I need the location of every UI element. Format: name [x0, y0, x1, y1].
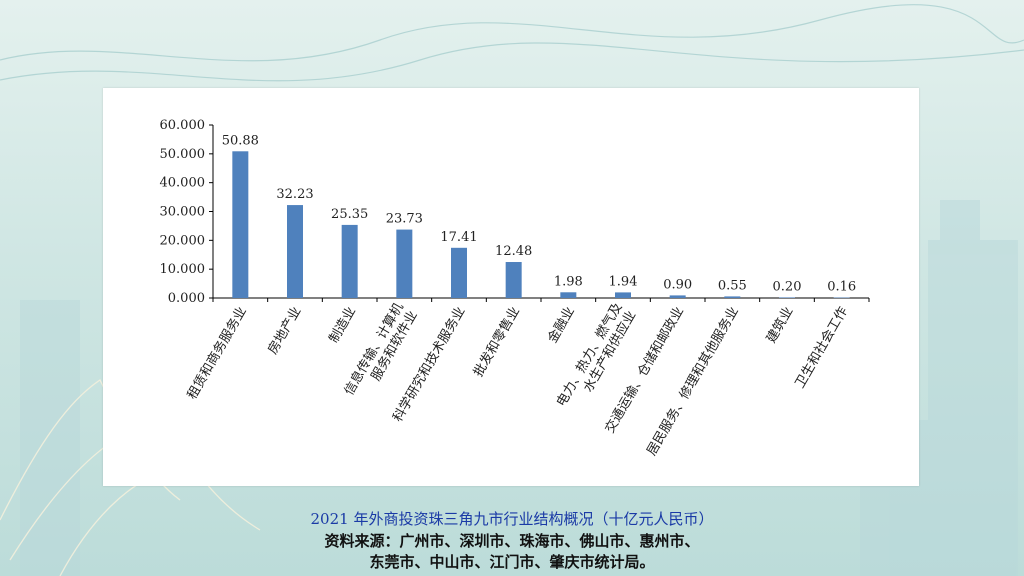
bar — [451, 247, 467, 298]
category-label-line: 卫生和社会工作 — [792, 304, 851, 391]
bar — [232, 151, 249, 298]
category-label: 金融业 — [544, 304, 577, 346]
category-label-line: 建筑业 — [763, 304, 796, 346]
value-label: 50.88 — [222, 133, 259, 148]
bar — [833, 297, 850, 299]
y-tick-label: 20.000 — [160, 233, 206, 248]
category-label-line: 批发和零售业 — [470, 304, 523, 380]
y-tick-label: 30.000 — [160, 205, 206, 220]
category-label: 租赁和商务服务业 — [184, 304, 250, 402]
y-tick-label: 10.000 — [160, 262, 206, 277]
bar — [287, 205, 303, 298]
bar — [724, 296, 741, 298]
source-line-2: 东莞市、中山市、江门市、肇庆市统计局。 — [369, 553, 655, 571]
value-label: 12.48 — [495, 244, 532, 259]
y-tick-label: 60.000 — [160, 118, 206, 133]
category-label: 居民服务、修理和其他服务业 — [643, 304, 741, 458]
category-label: 建筑业 — [763, 304, 796, 346]
category-label: 批发和零售业 — [470, 304, 523, 380]
value-label: 23.73 — [386, 212, 423, 227]
category-label-line: 租赁和商务服务业 — [184, 304, 250, 402]
value-label: 25.35 — [331, 207, 368, 222]
bar — [615, 292, 631, 298]
value-label: 0.55 — [718, 278, 747, 293]
category-label-line: 居民服务、修理和其他服务业 — [643, 304, 741, 458]
y-tick-label: 0.000 — [168, 291, 205, 306]
bar — [669, 295, 686, 298]
y-tick-label: 50.000 — [160, 147, 206, 162]
value-label: 1.98 — [554, 274, 583, 289]
bar — [779, 297, 795, 298]
y-tick-label: 40.000 — [160, 176, 206, 191]
bar — [396, 229, 413, 298]
category-label: 制造业 — [327, 305, 359, 346]
value-label: 1.94 — [609, 274, 638, 289]
category-label-line: 制造业 — [327, 305, 359, 346]
value-label: 32.23 — [276, 187, 313, 202]
category-label: 卫生和社会工作 — [792, 304, 851, 391]
category-label-line: 房地产业 — [265, 304, 305, 357]
value-label: 17.41 — [440, 230, 477, 245]
category-label-line: 金融业 — [544, 304, 577, 346]
value-label: 0.16 — [827, 280, 856, 295]
bar — [505, 262, 522, 298]
value-label: 0.90 — [663, 277, 692, 292]
source-note: 资料来源：广州市、深圳市、珠海市、佛山市、惠州市、 东莞市、中山市、江门市、肇庆… — [0, 531, 1024, 573]
category-label: 房地产业 — [265, 304, 305, 357]
bar — [560, 292, 577, 298]
bar-chart: 0.000 10.000 20.000 30.000 40.000 50.000 60.00… — [160, 118, 870, 458]
value-label: 0.20 — [773, 279, 802, 294]
bar — [341, 224, 358, 298]
source-line-1: 资料来源：广州市、深圳市、珠海市、佛山市、惠州市、 — [324, 532, 700, 550]
chart-caption: 2021 年外商投资珠三角九市行业结构概况（十亿元人民币） — [310, 510, 714, 528]
chart-panel: 0.000 10.000 20.000 30.000 40.000 50.000 60.00… — [103, 88, 919, 486]
